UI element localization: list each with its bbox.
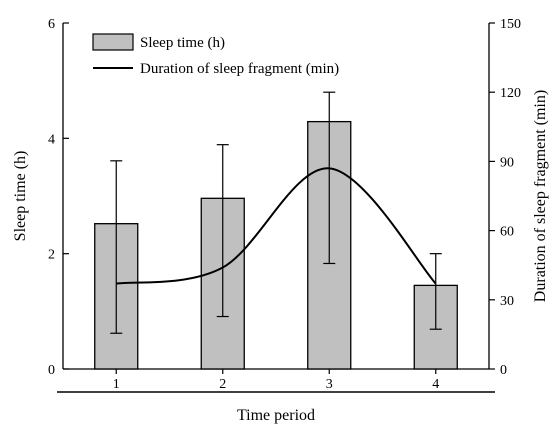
legend-swatch-bar: [92, 33, 134, 51]
x-tick-label: 2: [219, 377, 226, 392]
bars: [94, 120, 458, 370]
y-right-tick-label: 120: [500, 86, 521, 101]
error-bars: [110, 91, 442, 334]
y-right-tick-label: 60: [500, 225, 514, 240]
y-left-tick-label: 0: [48, 363, 55, 378]
y-axis-right-label: Duration of sleep fragment (min): [532, 90, 549, 302]
y-right-tick-label: 30: [500, 294, 514, 309]
legend: Sleep time (h) Duration of sleep fragment…: [92, 33, 339, 77]
legend-label-line: Duration of sleep fragment (min): [140, 61, 339, 77]
legend-label-bar: Sleep time (h): [140, 35, 225, 51]
y-left-tick-label: 6: [48, 17, 55, 32]
x-tick-label: 4: [432, 377, 439, 392]
line-path: [116, 167, 437, 285]
x-axis-label: Time period: [237, 407, 315, 424]
line-series: [116, 167, 437, 285]
y-right-tick-label: 90: [500, 155, 514, 170]
y-axis-left-label: Sleep time (h): [12, 151, 29, 242]
y-right-tick-label: 0: [500, 363, 507, 378]
x-tick-label: 1: [113, 377, 120, 392]
y-right-tick-label: 150: [500, 17, 521, 32]
x-tick-label: 3: [326, 377, 333, 392]
y-left-tick-label: 2: [48, 248, 55, 263]
y-left-tick-label: 4: [48, 132, 55, 147]
